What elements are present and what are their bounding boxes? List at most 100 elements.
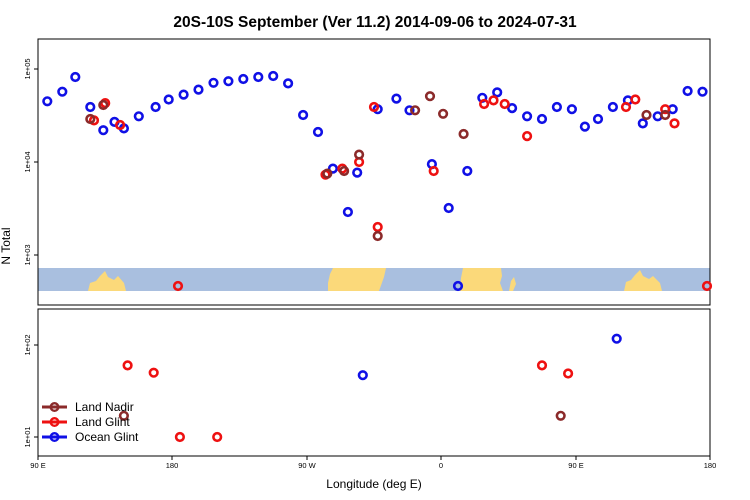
ocean-glint-point xyxy=(283,78,294,89)
y-tick-label: 1e+02 xyxy=(23,334,32,355)
ocean-glint-point xyxy=(42,96,53,107)
top-panel-frame xyxy=(37,38,711,306)
ocean-glint-point xyxy=(133,111,144,122)
land-nadir-point xyxy=(660,109,671,121)
ocean-glint-point xyxy=(150,101,161,113)
ocean-glint-point xyxy=(208,77,219,88)
map-band xyxy=(38,268,710,291)
land-nadir-point xyxy=(555,410,566,421)
land-glint-point xyxy=(660,104,671,115)
x-tick-label: 90 E xyxy=(30,461,45,470)
land-nadir-point xyxy=(641,109,652,121)
ocean-glint-point xyxy=(193,84,204,95)
land-nadir-point xyxy=(85,113,96,125)
ocean-glint-point xyxy=(70,71,81,83)
land-nadir-point xyxy=(458,128,469,140)
land-band-south-america xyxy=(328,268,386,291)
land-nadir-point xyxy=(322,168,333,179)
land-glint-point xyxy=(114,119,126,131)
chart-title: 20S-10S September (Ver 11.2) 2014-09-06 … xyxy=(173,14,577,31)
land-nadir-point xyxy=(438,108,449,119)
land-glint-point xyxy=(620,101,632,113)
ocean-glint-point xyxy=(253,71,264,83)
ocean-glint-point xyxy=(163,94,174,105)
legend-label-land-nadir: Land Nadir xyxy=(75,400,134,414)
ocean-glint-point xyxy=(452,280,464,292)
ocean-glint-point xyxy=(521,111,533,122)
x-tick-label: 90 E xyxy=(568,461,583,470)
land-nadir-point xyxy=(339,165,350,177)
ocean-glint-point xyxy=(85,101,96,113)
land-glint-point xyxy=(372,221,383,233)
land-glint-point xyxy=(212,431,223,443)
land-glint-point xyxy=(479,98,490,110)
legend-label-land-glint: Land Glint xyxy=(75,415,130,429)
ocean-glint-point xyxy=(579,121,591,132)
ocean-glint-point xyxy=(268,70,279,82)
ocean-glint-point xyxy=(298,109,309,121)
ocean-glint-point xyxy=(536,113,548,125)
land-nadir-point xyxy=(118,410,129,421)
ocean-glint-point xyxy=(357,370,368,381)
legend-marker-ocean-glint xyxy=(49,432,60,443)
ocean-glint-point xyxy=(391,93,402,104)
land-band-madagascar xyxy=(509,277,516,291)
land-nadir-point xyxy=(410,105,421,116)
land-glint-point xyxy=(630,94,641,105)
ocean-glint-point xyxy=(57,86,68,97)
legend-marker-land-glint xyxy=(49,417,60,428)
ocean-glint-point xyxy=(352,167,363,178)
legend: Land Nadir Land Glint Ocean Glint xyxy=(42,400,139,444)
ocean-glint-point xyxy=(682,85,693,97)
ocean-glint-point xyxy=(342,206,354,218)
y-axis-label: N Total xyxy=(0,227,13,264)
ocean-glint-point xyxy=(462,165,473,177)
ocean-glint-point xyxy=(566,104,578,115)
x-tick-label: 0 xyxy=(439,461,443,470)
data-points xyxy=(42,70,713,443)
land-band-africa xyxy=(460,268,503,291)
ocean-glint-point xyxy=(506,102,518,114)
ocean-glint-point xyxy=(492,87,503,98)
land-glint-point xyxy=(172,280,184,292)
land-nadir-point xyxy=(354,149,365,160)
ocean-glint-point xyxy=(697,86,708,97)
ocean-glint-point xyxy=(404,105,415,116)
ocean-glint-point xyxy=(592,113,604,125)
x-tick-label: 180 xyxy=(704,461,717,470)
land-glint-point xyxy=(701,280,713,292)
ocean-glint-point xyxy=(637,118,648,129)
y-tick-label: 1e+04 xyxy=(23,151,32,172)
land-glint-point xyxy=(368,101,380,113)
x-tick-label: 180 xyxy=(166,461,179,470)
legend-marker-land-nadir xyxy=(49,402,60,413)
ocean-glint-point xyxy=(178,89,189,100)
land-band-australia-1 xyxy=(88,271,126,291)
land-nadir-point xyxy=(424,91,436,102)
legend-label-ocean-glint: Ocean Glint xyxy=(75,430,139,444)
land-glint-point xyxy=(488,95,499,106)
ocean-glint-point xyxy=(223,76,234,87)
x-axis-label: Longitude (deg E) xyxy=(326,477,421,491)
ocean-glint-point xyxy=(443,202,454,214)
land-glint-point xyxy=(148,367,159,378)
land-glint-point xyxy=(499,98,510,110)
land-glint-point xyxy=(174,431,185,443)
ocean-glint-point xyxy=(312,126,324,138)
y-axis: 1e+03 1e+04 1e+05 1e+01 1e+02 xyxy=(23,58,38,448)
land-glint-point xyxy=(562,368,574,379)
land-nadir-point xyxy=(372,230,383,242)
ocean-glint-point xyxy=(327,163,339,174)
y-tick-label: 1e+03 xyxy=(23,244,32,265)
land-glint-point xyxy=(428,165,439,177)
land-band-australia-2 xyxy=(624,270,662,291)
land-glint-point xyxy=(122,360,133,371)
y-tick-label: 1e+01 xyxy=(23,426,32,447)
x-tick-label: 90 W xyxy=(298,461,316,470)
ocean-glint-point xyxy=(611,333,622,344)
x-axis: 90 E 180 90 W 0 90 E 180 xyxy=(30,456,716,470)
y-tick-label: 1e+05 xyxy=(23,58,32,79)
ocean-glint-point xyxy=(551,101,563,113)
bottom-panel-frame xyxy=(37,308,711,457)
